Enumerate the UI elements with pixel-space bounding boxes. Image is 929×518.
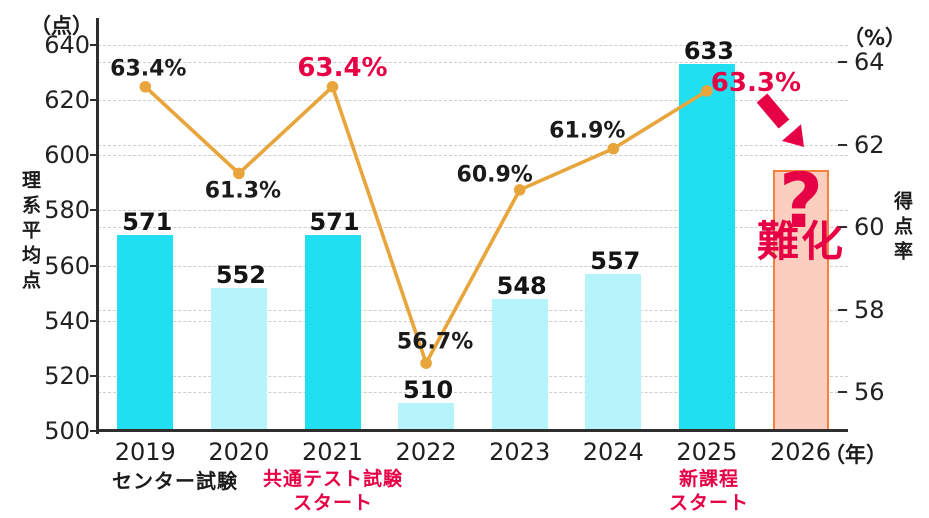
y-right-tick [838, 143, 847, 146]
gridline-left-540 [98, 320, 848, 322]
y-left-tick-label: 600 [44, 141, 90, 170]
kyotsu-test-line2: スタート [292, 492, 373, 514]
gridline-left-580 [98, 210, 848, 212]
y-right-tick-label: 60 [854, 213, 885, 241]
gridline-left-640 [98, 45, 848, 46]
line-marker-2020 [233, 167, 245, 180]
bar-2019 [117, 235, 174, 431]
kyotsu-test-line1: 共通テスト試験 [262, 468, 403, 490]
bar-2023 [491, 298, 548, 431]
y-right-tick-label: 64 [854, 48, 885, 76]
x-tick-label-2025: 2025 [676, 438, 738, 466]
shinkatei-line1: 新課程 [678, 468, 739, 490]
down-right-arrow-icon [756, 93, 804, 147]
shinkatei-annotation: 新課程 スタート [633, 467, 785, 515]
gridline-left-560 [98, 265, 848, 267]
y-left-tick-label: 520 [44, 361, 90, 390]
percent-label-2020: 61.3% [204, 178, 282, 204]
line-marker-2021 [326, 80, 339, 93]
x-tick-label-2021: 2021 [301, 438, 364, 466]
percent-label-2022: 56.7% [396, 329, 474, 355]
x-tick-label-2023: 2023 [489, 438, 551, 466]
y-left-tick [90, 99, 97, 102]
left-axis-unit: （点） [30, 14, 93, 38]
y-right-tick [838, 61, 847, 63]
x-axis-line [96, 429, 848, 432]
nanka-annotation: 難化 [756, 217, 845, 266]
gridline-left-600 [98, 155, 848, 157]
line-marker-2024 [607, 142, 620, 155]
x-tick-label-2019: 2019 [114, 438, 176, 466]
percent-label-2019: 63.4% [110, 56, 187, 82]
bar-value-label-2019: 571 [122, 208, 173, 237]
center-exam-annotation: センター試験 [112, 469, 238, 493]
x-tick-label-2026: 2026 [769, 438, 832, 466]
y-left-tick [90, 209, 97, 212]
bar-value-label-2025: 633 [683, 37, 734, 66]
y-left-tick-label: 580 [44, 196, 90, 225]
bar-2026 [772, 170, 829, 431]
bar-value-label-2023: 548 [496, 271, 547, 300]
gridline-right-58 [98, 309, 848, 311]
y-left-tick-label: 620 [44, 86, 90, 115]
line-marker-2022 [420, 357, 432, 369]
y-right-tick [838, 226, 847, 228]
y-right-tick-label: 62 [854, 130, 885, 159]
bar-2020 [210, 287, 267, 431]
y-left-tick [90, 264, 97, 267]
y-left-tick [90, 430, 97, 432]
gridline-right-60 [98, 227, 848, 228]
line-marker-2025 [701, 85, 713, 97]
bar-value-label-2020: 552 [215, 260, 266, 289]
x-tick-label-2020: 2020 [208, 438, 270, 466]
gridline-left-520 [98, 375, 848, 377]
bar-2022 [398, 403, 455, 431]
y-right-tick [838, 308, 847, 311]
left-axis-title: 理系平均点 [19, 170, 41, 295]
y-right-tick [838, 391, 847, 393]
y-left-axis-line [96, 18, 99, 434]
percent-label-2024: 61.9% [549, 118, 626, 144]
percent-label-2025: 63.3% [710, 67, 801, 98]
y-left-tick [90, 319, 97, 322]
gridline-right-62 [98, 144, 848, 146]
y-left-tick-label: 560 [44, 251, 90, 280]
question-mark-annotation: ? [778, 156, 824, 245]
percent-label-2023: 60.9% [456, 162, 533, 188]
y-left-tick [90, 44, 97, 46]
bar-value-label-2021: 571 [309, 208, 360, 237]
y-left-tick-label: 540 [44, 306, 90, 335]
bar-2024 [585, 273, 642, 431]
bar-value-label-2024: 557 [590, 246, 641, 275]
kyotsu-test-annotation: 共通テスト試験 スタート [256, 467, 410, 515]
y-left-tick [90, 154, 97, 157]
y-right-tick-label: 58 [854, 295, 885, 324]
line-marker-2019 [139, 80, 152, 93]
bar-value-label-2022: 510 [403, 376, 454, 405]
shinkatei-line2: スタート [668, 492, 749, 514]
gridline-left-620 [98, 100, 848, 102]
line-marker-2023 [513, 184, 526, 196]
x-tick-label-2022: 2022 [395, 438, 457, 466]
bar-2025 [678, 64, 735, 431]
right-axis-unit: （%） [843, 26, 907, 50]
bar-2021 [304, 235, 361, 431]
percent-label-2021: 63.4% [297, 52, 388, 83]
y-left-tick [90, 374, 97, 377]
y-left-tick-label: 640 [44, 31, 90, 59]
x-tick-label-2024: 2024 [582, 438, 644, 466]
gridline-right-64 [98, 62, 848, 63]
x-axis-unit: （年） [824, 443, 887, 467]
y-right-tick-label: 56 [854, 378, 885, 406]
right-axis-title: 得点率 [891, 191, 913, 266]
gridline-right-56 [98, 392, 848, 393]
y-left-tick-label: 500 [44, 417, 90, 445]
